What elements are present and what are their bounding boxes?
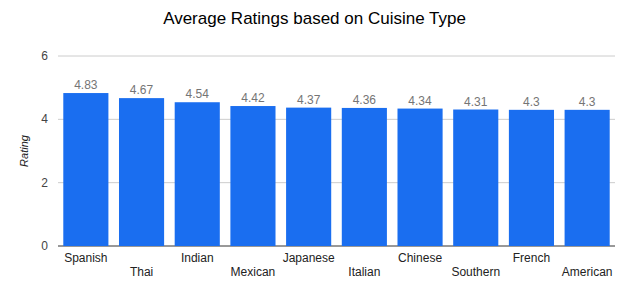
x-tick-label: Chinese xyxy=(398,251,442,265)
data-label: 4.37 xyxy=(297,93,321,107)
x-tick-label: Italian xyxy=(348,265,380,279)
bar xyxy=(342,108,387,246)
x-tick-label: Thai xyxy=(130,265,153,279)
grid-line xyxy=(58,56,615,57)
y-tick-label: 0 xyxy=(41,239,48,253)
bar xyxy=(397,109,442,246)
data-label: 4.3 xyxy=(523,95,540,109)
chart-container: Average Ratings based on Cuisine Type Rat… xyxy=(0,0,629,283)
bar xyxy=(286,108,331,246)
data-label: 4.67 xyxy=(130,83,154,97)
bar xyxy=(119,98,164,246)
x-tick-label: Southern xyxy=(451,265,500,279)
bar xyxy=(565,110,610,246)
x-tick-label: Mexican xyxy=(231,265,276,279)
data-label: 4.36 xyxy=(353,93,377,107)
bar xyxy=(509,110,554,246)
y-tick-label: 6 xyxy=(41,49,48,63)
data-label: 4.31 xyxy=(464,95,488,109)
x-tick-label: American xyxy=(562,265,613,279)
y-tick-label: 4 xyxy=(41,112,48,126)
y-tick-label: 2 xyxy=(41,176,48,190)
data-label: 4.54 xyxy=(186,87,210,101)
x-tick-label: French xyxy=(513,251,550,265)
title: Average Ratings based on Cuisine Type xyxy=(163,9,466,28)
x-tick-label: Indian xyxy=(181,251,214,265)
data-label: 4.42 xyxy=(241,91,265,105)
data-label: 4.3 xyxy=(579,95,596,109)
y-axis-label: Rating xyxy=(18,134,30,167)
bars xyxy=(63,93,609,246)
bar xyxy=(230,106,275,246)
chart-svg: Average Ratings based on Cuisine Type Rat… xyxy=(0,0,629,283)
x-tick-label: Japanese xyxy=(283,251,335,265)
bar xyxy=(63,93,108,246)
bar xyxy=(453,110,498,246)
bar xyxy=(175,102,220,246)
data-label: 4.34 xyxy=(408,94,432,108)
x-tick-label: Spanish xyxy=(64,251,107,265)
data-label: 4.83 xyxy=(74,78,98,92)
